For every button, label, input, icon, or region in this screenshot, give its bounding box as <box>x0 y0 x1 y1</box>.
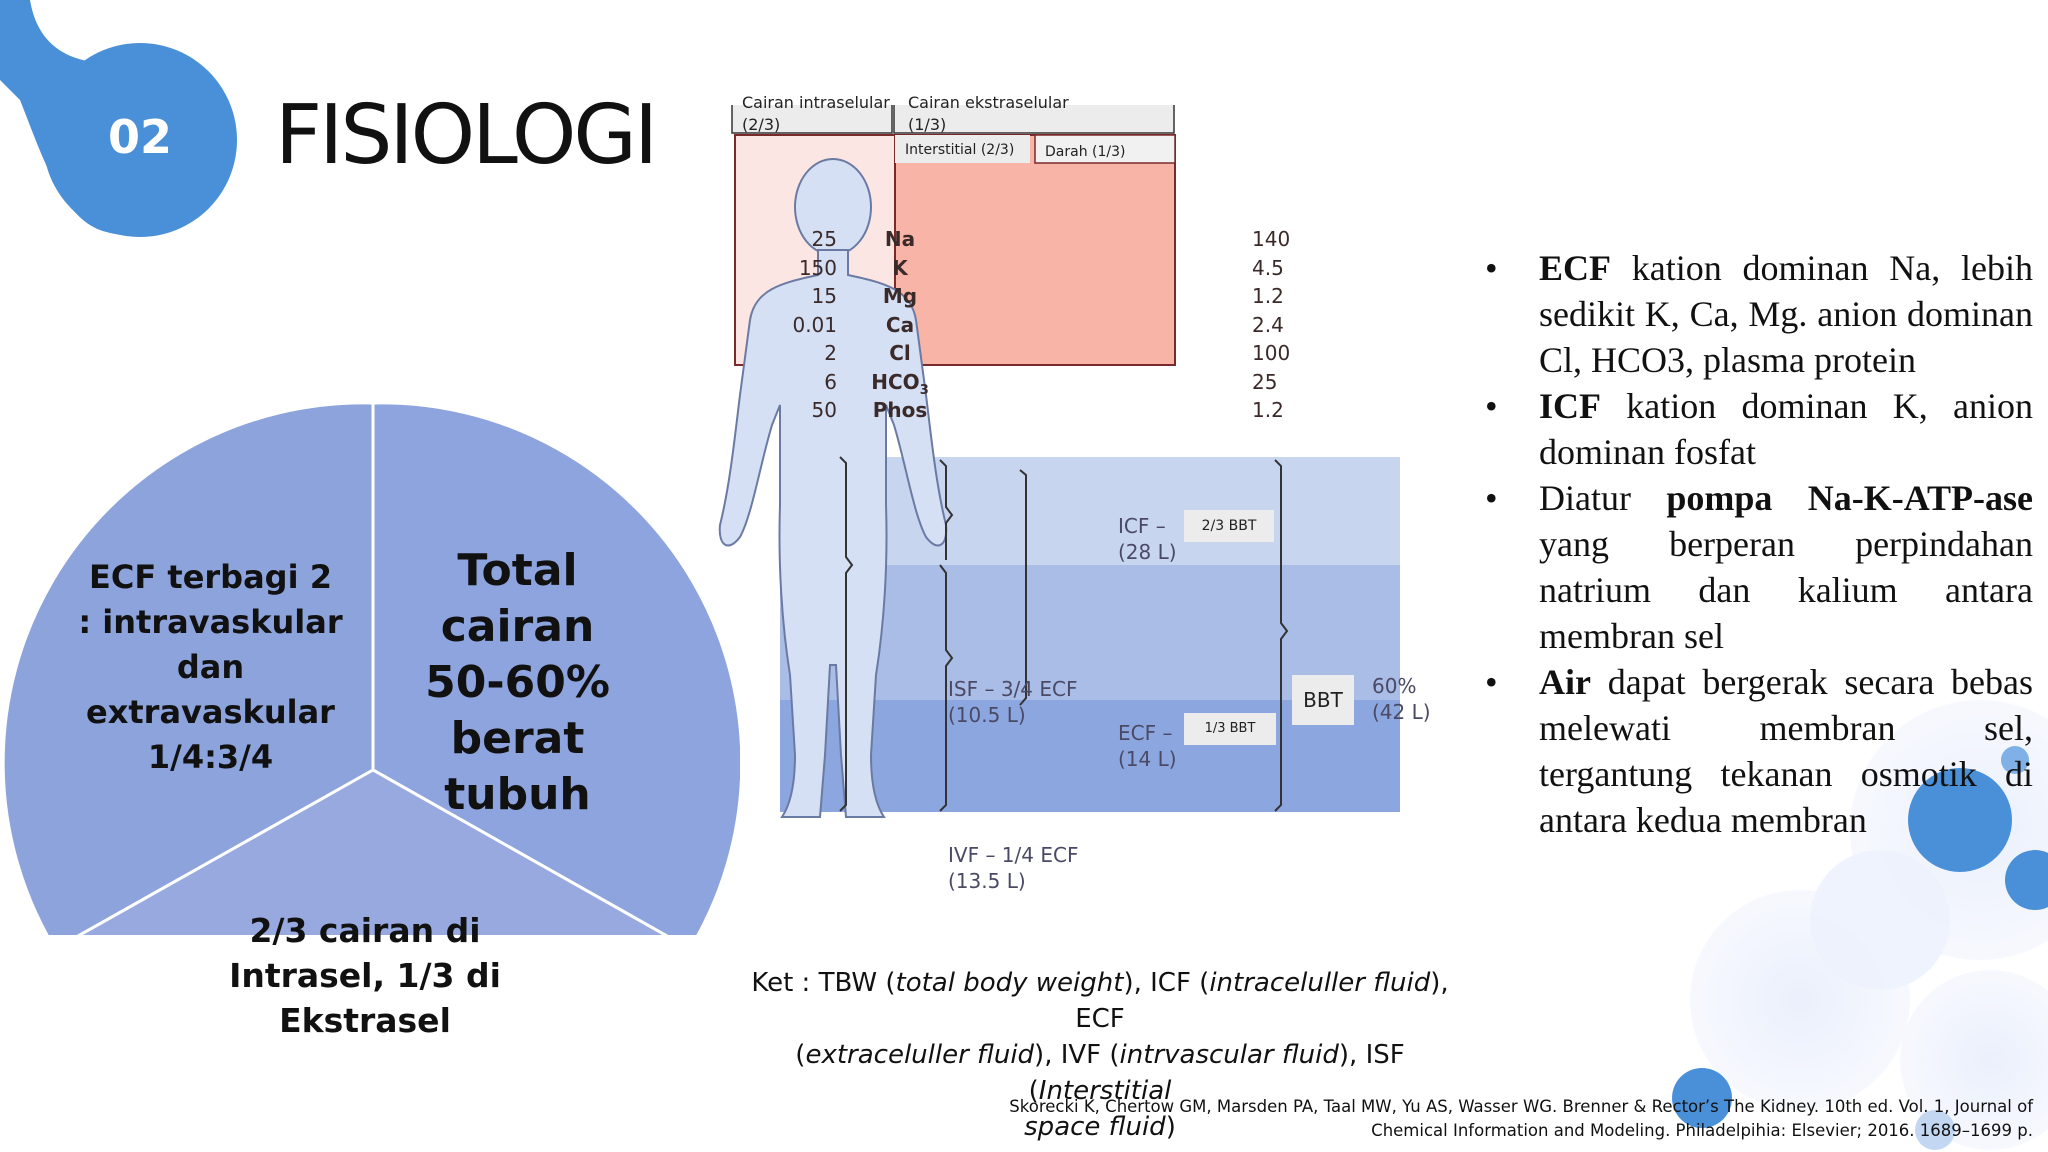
reference-citation: Skorecki K, Chertow GM, Marsden PA, Taal… <box>1009 1097 2033 1140</box>
fluid-diagram: Cairan intraselular (2/3) Cairan ekstras… <box>700 93 1450 940</box>
pie-slice-bottom <box>76 768 669 935</box>
bullet-item: • Air dapat bergerak secara bebas melewat… <box>1485 659 2033 843</box>
bullet-bold: pompa Na-K-ATP-ase <box>1666 478 2033 518</box>
badge-circle <box>43 43 237 237</box>
bullet-dot: • <box>1485 248 1498 288</box>
pie-diagram <box>1 401 740 935</box>
table-cell-ion: HCO3 <box>871 369 929 398</box>
deco-dot-3 <box>1672 1068 1732 1128</box>
label-icf: ICF – (28 L) <box>1118 514 1177 564</box>
deco-dot-2 <box>2005 850 2048 910</box>
tag-icf-bbt: 2/3 BBT <box>1184 510 1274 542</box>
table-sub-blood: Darah (1/3) <box>1045 144 1126 160</box>
human-silhouette <box>718 158 948 818</box>
label-tbw: 60% (42 L) <box>1372 674 1431 724</box>
table-cell-icf: 2 <box>824 341 837 365</box>
pie-label-ratio: 2/3 cairan di Intrasel, 1/3 di Ekstrasel <box>229 911 501 1040</box>
table-cell-icf: 0.01 <box>792 312 837 337</box>
bullet-text: kation dominan Na, lebih sedikit K, Ca, … <box>1539 248 2033 380</box>
bullet-text: dapat bergerak secara bebas melewati mem… <box>1539 662 2033 840</box>
tag-ecf-bbt: 1/3 BBT <box>1184 713 1276 745</box>
table-cell-icf: 6 <box>824 369 837 394</box>
label-ivf: IVF – 1/4 ECF (13.5 L) <box>948 843 1079 893</box>
bullet-bold: ECF <box>1539 248 1611 288</box>
pie-slice-right <box>371 401 740 935</box>
pie-slice-left <box>1 401 375 935</box>
deco-dot-1 <box>1908 768 2012 872</box>
bullet-dot: • <box>1485 662 1498 702</box>
table-cell-ion: Ca <box>885 312 915 337</box>
bullet-pre: Diatur <box>1539 478 1667 518</box>
slide-number: 02 <box>107 110 172 164</box>
table-header-extracellular: Cairan ekstraselular (1/3) <box>908 93 1069 134</box>
table-cell-icf: 15 <box>811 284 837 308</box>
bullet-item: • ECF kation dominan Na, lebih sedikit K,… <box>1485 245 2033 383</box>
table-sub-interstitial: Interstitial (2/3) <box>905 142 1015 158</box>
table-cell-ion: Phos <box>872 398 928 422</box>
label-isf: ISF – 3/4 ECF (10.5 L) <box>948 677 1078 727</box>
slide-title: FISIOLOGI <box>275 88 658 183</box>
table-cell-ion: Na <box>884 227 916 251</box>
tag-bbt: BBT <box>1292 675 1354 725</box>
bullet-bold: ICF <box>1539 386 1601 426</box>
table-header-intracellular: Cairan intraselular (2/3) <box>742 93 890 134</box>
table-cell-ion: K <box>892 255 908 280</box>
legend-caption: Ket : TBW (total body weight), ICF (intr… <box>751 968 1449 1142</box>
table-cell-icf: 50 <box>811 398 837 422</box>
table-ecf-col <box>894 134 1176 366</box>
table-cell-ion: Cl <box>889 341 911 365</box>
bullet-text: yang berperan perpindahan natrium dan ka… <box>1539 524 2033 656</box>
bullet-bold: Air <box>1539 662 1591 702</box>
pie-label-ecf: ECF terbagi 2 : intravaskular dan extrav… <box>78 558 343 776</box>
label-ecf: ECF – (14 L) <box>1118 721 1177 771</box>
bullet-list: • ECF kation dominan Na, lebih sedikit K,… <box>1485 245 2033 843</box>
bullet-item: • Diatur pompa Na-K-ATP-ase yang berperan… <box>1485 475 2033 659</box>
table-cell-icf: 150 <box>798 255 837 280</box>
pie-label-total: Total cairan 50-60% berat tubuh <box>425 545 610 820</box>
pie-slices <box>1 401 740 935</box>
bullet-dot: • <box>1485 478 1498 518</box>
table-cell-ion: Mg <box>882 284 918 308</box>
compartment-brackets <box>839 456 1289 812</box>
bullet-text: kation dominan K, anion dominan fosfat <box>1539 386 2033 472</box>
bullet-dot: • <box>1485 386 1498 426</box>
bullet-item: • ICF kation dominan K, anion dominan fos… <box>1485 383 2033 475</box>
table-cell-icf: 25 <box>811 227 837 251</box>
